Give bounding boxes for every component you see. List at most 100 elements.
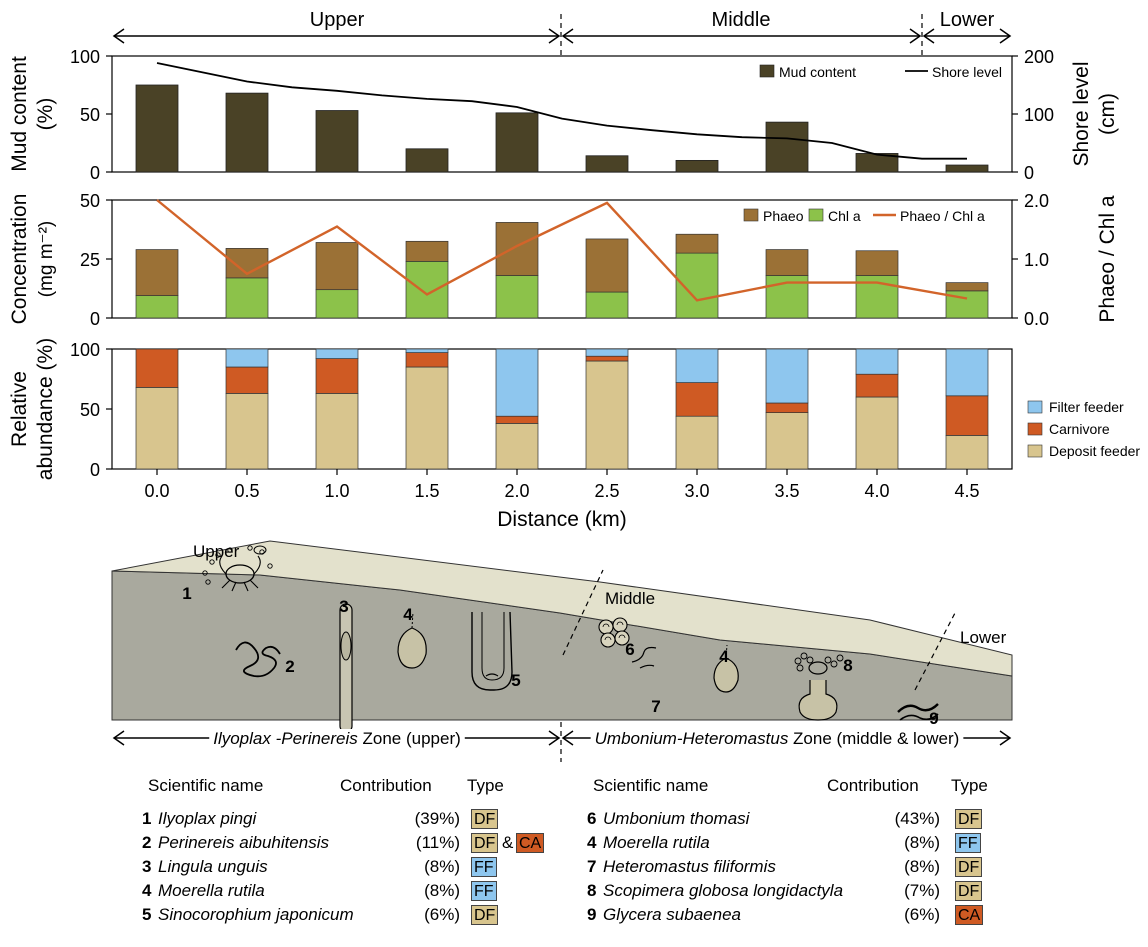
filter-feeder-bar (495, 348, 539, 417)
type-badge-df: DF (471, 809, 499, 829)
sediment-pellet-icon (215, 552, 221, 558)
y2-axis-label: (cm) (1096, 93, 1119, 135)
chl-a-bar (315, 289, 359, 319)
crab-burrow-icon (798, 680, 838, 721)
species-contribution: (43%) (894, 809, 940, 828)
y2-axis-label: Shore level (1070, 61, 1093, 166)
legend-label-ratio: Phaeo / Chl a (900, 208, 985, 224)
filter-feeder-bar (225, 348, 269, 368)
y-tick-label: 100 (70, 340, 100, 360)
deposit-feeder-bar (765, 412, 809, 470)
carnivore-bar (945, 395, 989, 436)
y2-tick-label: 0.0 (1024, 309, 1049, 329)
phaeo-bar (675, 233, 719, 254)
crab-legs-icon (219, 555, 261, 592)
header-scientific-name: Scientific name (593, 776, 709, 795)
y2-axis-label: Phaeo / Chl a (1096, 195, 1119, 323)
bottom-zone-arrowhead-right (548, 730, 561, 746)
species-name: Perinereis aibuhitensis (158, 833, 330, 852)
sand-pellet-icon (794, 657, 802, 665)
species-contribution: (8%) (424, 857, 460, 876)
bottom-zone-arrowhead-left (561, 730, 574, 746)
deposit-feeder-bar (225, 393, 269, 470)
bottom-zone-label-bg (590, 729, 964, 748)
mud-content-bar (225, 92, 269, 173)
deposit-feeder-bar (315, 393, 359, 470)
legend-label-phaeo: Phaeo (763, 208, 804, 224)
species-number: 8 (587, 881, 597, 900)
type-badge-ca: CA (955, 905, 984, 925)
species-number: 9 (587, 905, 597, 924)
species-contribution: (6%) (424, 905, 460, 924)
deposit-feeder-bar (675, 415, 719, 470)
species-name: Sinocorophium japonicum (158, 905, 354, 924)
mud-content-bar (855, 153, 899, 173)
legend-label-chl: Chl a (828, 208, 861, 224)
species-number: 2 (142, 833, 152, 852)
sediment-pellet-icon (209, 559, 215, 565)
snail-whorl-icon (604, 636, 612, 641)
mud-content-bar (135, 84, 179, 173)
phaeo-bar (585, 238, 629, 293)
mud-content-bar (405, 148, 449, 173)
carnivore-bar (675, 382, 719, 417)
y-axis-label: Mud content (8, 56, 31, 172)
legend-label-guild: Carnivore (1049, 421, 1110, 437)
amphipod-icon (485, 673, 499, 677)
header-contribution: Contribution (827, 776, 919, 795)
x-tick-label: 1.0 (324, 481, 349, 501)
legend-swatch-guild (1027, 400, 1043, 414)
x-axis-label: Distance (km) (497, 508, 627, 531)
mud-content-bar (495, 112, 539, 173)
diagram-zone-label: Middle (605, 589, 655, 608)
species-number: 4 (587, 833, 597, 852)
bottom-zone-label: Umbonium-Heteromastus Zone (middle & low… (595, 729, 960, 748)
x-tick-label: 2.5 (594, 481, 619, 501)
species-name: Umbonium thomasi (603, 809, 750, 828)
type-joiner: & (502, 833, 514, 852)
y-axis-label: abundance (%) (34, 338, 57, 480)
sand-pellet-icon (800, 652, 808, 660)
organism-number-label: 9 (929, 709, 938, 728)
species-contribution: (8%) (424, 881, 460, 900)
legend-swatch-guild (1027, 444, 1043, 458)
diagram-zone-label: Lower (960, 628, 1007, 647)
legend-swatch-chl (808, 208, 824, 222)
species-name: Glycera subaenea (603, 905, 741, 924)
bottom-zone-arrowhead-right (999, 730, 1012, 746)
snail-whorl-icon (602, 623, 610, 628)
sand-pellet-icon (830, 660, 838, 668)
zone-label-top: Middle (712, 9, 771, 31)
species-contribution: (8%) (904, 833, 940, 852)
species-name: Lingula unguis (158, 857, 268, 876)
mud-content-bar (315, 110, 359, 173)
organism-number-label: 4 (403, 605, 413, 624)
sand-pellet-icon (836, 654, 844, 662)
type-badge-df: DF (471, 905, 499, 925)
polychaete-worm-icon (235, 641, 281, 678)
y-tick-label: 0 (90, 309, 100, 329)
x-tick-label: 2.0 (504, 481, 529, 501)
species-name: Ilyoplax pingi (158, 809, 257, 828)
x-tick-label: 3.5 (774, 481, 799, 501)
phaeo-bar (405, 240, 449, 262)
zone-label-top: Upper (310, 9, 365, 31)
y-tick-label: 50 (80, 105, 100, 125)
species-number: 3 (142, 857, 152, 876)
organism-number-label: 5 (511, 671, 520, 690)
species-number: 4 (142, 881, 152, 900)
heteromastus-worm-icon (631, 646, 657, 669)
glycera-worm-icon (899, 713, 939, 721)
type-badge-df: DF (955, 809, 983, 829)
phaeo-bar (495, 222, 539, 276)
zone-arrowhead-left (561, 28, 574, 44)
sediment-pellet-icon (267, 563, 273, 569)
species-name: Moerella rutila (603, 833, 710, 852)
type-badge-df: DF (471, 833, 499, 853)
burrow-opening-icon (253, 545, 267, 555)
mud-content-bar (765, 121, 809, 173)
phaeo-bar (135, 249, 179, 296)
x-tick-label: 0.0 (144, 481, 169, 501)
filter-feeder-bar (405, 348, 449, 353)
